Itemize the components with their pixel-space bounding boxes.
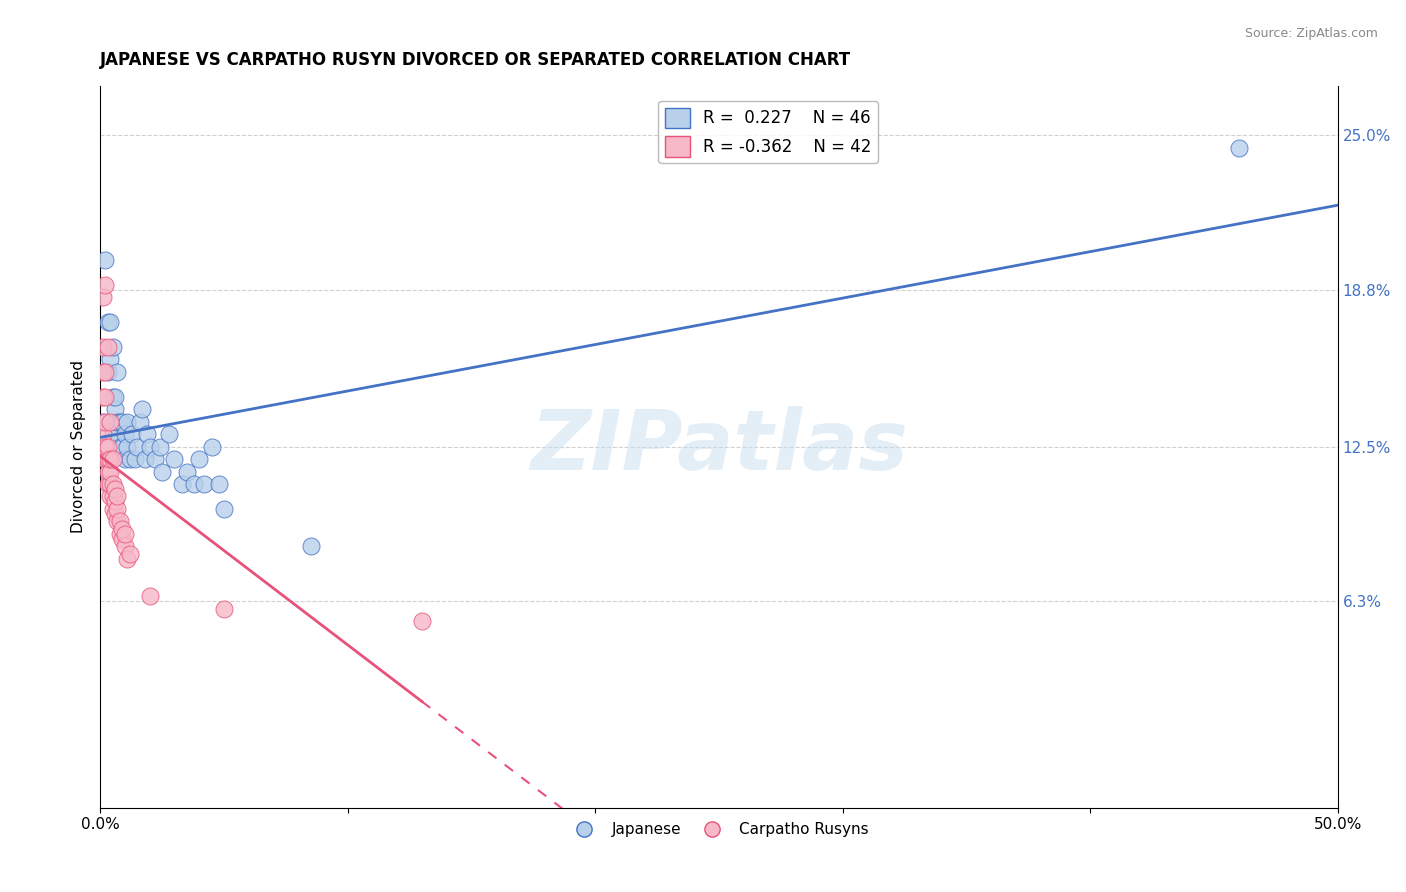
Point bbox=[118, 452, 141, 467]
Point bbox=[96, 315, 118, 329]
Point bbox=[114, 427, 136, 442]
Point bbox=[411, 614, 433, 628]
Point bbox=[94, 390, 117, 404]
Legend: Japanese, Carpatho Rusyns: Japanese, Carpatho Rusyns bbox=[562, 816, 875, 844]
Point bbox=[114, 526, 136, 541]
Point bbox=[117, 551, 139, 566]
Point bbox=[98, 315, 121, 329]
Point bbox=[114, 452, 136, 467]
Point bbox=[94, 452, 117, 467]
Point bbox=[101, 427, 124, 442]
Point bbox=[94, 252, 117, 267]
Point bbox=[98, 415, 121, 429]
Point bbox=[91, 340, 114, 354]
Point bbox=[101, 477, 124, 491]
Point bbox=[111, 532, 134, 546]
Point bbox=[134, 452, 156, 467]
Point bbox=[108, 514, 131, 528]
Y-axis label: Divorced or Separated: Divorced or Separated bbox=[72, 360, 86, 533]
Point bbox=[98, 477, 121, 491]
Point bbox=[108, 415, 131, 429]
Point bbox=[98, 490, 121, 504]
Point bbox=[159, 427, 181, 442]
Point bbox=[107, 415, 129, 429]
Point bbox=[136, 427, 159, 442]
Point bbox=[96, 365, 118, 379]
Point bbox=[163, 452, 186, 467]
Point bbox=[96, 452, 118, 467]
Point bbox=[148, 440, 170, 454]
Point bbox=[91, 290, 114, 304]
Point bbox=[117, 415, 139, 429]
Point bbox=[143, 452, 166, 467]
Point bbox=[114, 539, 136, 553]
Point bbox=[117, 440, 139, 454]
Point bbox=[208, 477, 231, 491]
Point bbox=[98, 452, 121, 467]
Point bbox=[101, 390, 124, 404]
Point bbox=[98, 352, 121, 367]
Point bbox=[104, 482, 127, 496]
Point bbox=[127, 440, 149, 454]
Point bbox=[104, 494, 127, 508]
Point bbox=[104, 402, 127, 417]
Point bbox=[183, 477, 205, 491]
Point bbox=[193, 477, 215, 491]
Point bbox=[107, 502, 129, 516]
Point bbox=[212, 502, 235, 516]
Point bbox=[107, 490, 129, 504]
Point bbox=[101, 340, 124, 354]
Point bbox=[96, 440, 118, 454]
Point bbox=[188, 452, 211, 467]
Point bbox=[94, 415, 117, 429]
Point bbox=[138, 440, 160, 454]
Point bbox=[101, 502, 124, 516]
Point bbox=[131, 402, 153, 417]
Point bbox=[96, 465, 118, 479]
Point bbox=[91, 365, 114, 379]
Point bbox=[212, 601, 235, 615]
Point bbox=[107, 514, 129, 528]
Point bbox=[138, 589, 160, 603]
Point bbox=[107, 365, 129, 379]
Point bbox=[94, 277, 117, 292]
Point bbox=[128, 415, 150, 429]
Point bbox=[111, 415, 134, 429]
Point bbox=[111, 522, 134, 536]
Text: ZIPatlas: ZIPatlas bbox=[530, 406, 908, 487]
Point bbox=[121, 427, 143, 442]
Point bbox=[91, 415, 114, 429]
Point bbox=[108, 440, 131, 454]
Point bbox=[96, 340, 118, 354]
Point bbox=[299, 539, 322, 553]
Text: Source: ZipAtlas.com: Source: ZipAtlas.com bbox=[1244, 27, 1378, 40]
Point bbox=[111, 440, 134, 454]
Point bbox=[91, 390, 114, 404]
Point bbox=[101, 452, 124, 467]
Point bbox=[200, 440, 222, 454]
Point bbox=[124, 452, 146, 467]
Text: JAPANESE VS CARPATHO RUSYN DIVORCED OR SEPARATED CORRELATION CHART: JAPANESE VS CARPATHO RUSYN DIVORCED OR S… bbox=[100, 51, 851, 69]
Point bbox=[96, 477, 118, 491]
Point bbox=[101, 490, 124, 504]
Point bbox=[104, 390, 127, 404]
Point bbox=[170, 477, 193, 491]
Point bbox=[98, 465, 121, 479]
Point bbox=[108, 526, 131, 541]
Point bbox=[94, 365, 117, 379]
Point bbox=[104, 507, 127, 521]
Point bbox=[91, 427, 114, 442]
Point bbox=[1227, 141, 1250, 155]
Point bbox=[176, 465, 198, 479]
Point bbox=[94, 440, 117, 454]
Point bbox=[150, 465, 173, 479]
Point bbox=[107, 427, 129, 442]
Point bbox=[118, 547, 141, 561]
